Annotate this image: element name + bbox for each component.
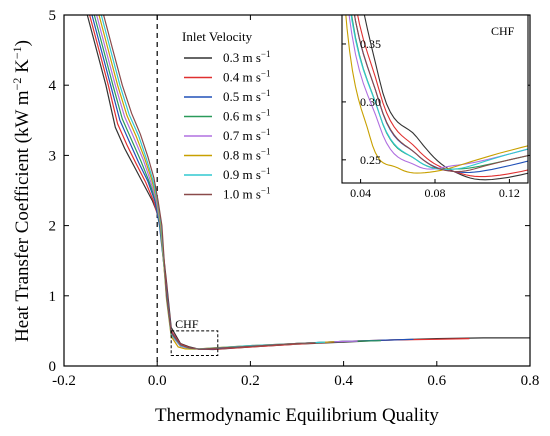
legend-label-sup: −1 <box>261 147 271 157</box>
y-tick-label: 2 <box>49 219 57 235</box>
legend-label-5: 0.7 m s−1 <box>223 127 271 143</box>
legend-label-sup: −1 <box>261 166 271 176</box>
legend-label-7: 0.9 m s−1 <box>223 166 271 182</box>
inset-series-group <box>345 15 528 181</box>
legend-label-sup: −1 <box>261 108 271 118</box>
x-tick-label: 0.0 <box>148 373 167 389</box>
legend-label-sup: −1 <box>261 49 271 59</box>
inset-series-line-6 <box>345 15 528 174</box>
x-tick-label: 0.4 <box>334 373 353 389</box>
x-tick-label: 0.6 <box>427 373 446 389</box>
legend: Inlet Velocity 0.3 m s−1 0.4 m s−1 0.5 m s−… <box>182 29 271 202</box>
series-line-8 <box>103 15 316 350</box>
y-tick-label: 0 <box>49 359 57 375</box>
inset-x-tick-label: 0.12 <box>499 186 520 200</box>
inset-series-line-1 <box>363 15 528 181</box>
y-axis-title-base: Heat Transfer Coefficient (kW m <box>12 90 33 342</box>
y-axis-title-sup1: −2 <box>10 78 24 91</box>
inset-series-line-2 <box>357 15 528 178</box>
legend-label-4: 0.6 m s−1 <box>223 108 271 124</box>
inset-y-tick-label: 0.25 <box>360 153 381 167</box>
legend-title: Inlet Velocity <box>182 29 253 44</box>
legend-label-6: 0.8 m s−1 <box>223 147 271 163</box>
y-axis-title: Heat Transfer Coefficient (kW m−2 K−1) <box>10 40 33 342</box>
y-tick-label: 5 <box>49 8 57 24</box>
inset-plot: CHF 0.04 0.08 0.12 0.25 0.30 0.35 <box>341 14 529 200</box>
y-tick-label: 1 <box>49 289 57 305</box>
y-axis-title-end: ) <box>12 40 33 46</box>
legend-label-3: 0.5 m s−1 <box>223 88 271 104</box>
y-axis-title-mid: K <box>12 59 33 78</box>
inset-x-tick-label: 0.08 <box>425 186 446 200</box>
y-tick-label: 4 <box>49 78 57 94</box>
x-tick-label: 0.2 <box>241 373 260 389</box>
plot-frame <box>63 14 531 367</box>
y-axis-title-sup2: −1 <box>10 46 24 59</box>
legend-label-1: 0.3 m s−1 <box>223 49 271 65</box>
legend-label-sup: −1 <box>261 88 271 98</box>
main-plot: CHF -0.2 0.0 0.2 0.4 0.6 0.8 0 1 2 3 4 5 <box>49 8 540 389</box>
inset-y-tick-label: 0.30 <box>360 95 381 109</box>
inset-y-tick-label: 0.35 <box>360 37 381 51</box>
x-tick-label: -0.2 <box>52 373 76 389</box>
inset-x-tick-label: 0.04 <box>350 186 371 200</box>
inset-background <box>342 15 528 183</box>
legend-label-sup: −1 <box>261 69 271 79</box>
x-tick-label: 0.8 <box>521 373 540 389</box>
legend-label-8: 1.0 m s−1 <box>223 186 271 202</box>
inset-series-line-7 <box>350 15 528 170</box>
x-axis-title: Thermodynamic Equilibrium Quality <box>155 405 439 426</box>
inset-series-line-8 <box>353 15 528 173</box>
inset-chf-annotation: CHF <box>491 24 515 38</box>
legend-label-sup: −1 <box>261 186 271 196</box>
legend-label-2: 0.4 m s−1 <box>223 69 271 85</box>
legend-label-sup: −1 <box>261 127 271 137</box>
y-tick-label: 3 <box>49 148 57 164</box>
chf-annotation: CHF <box>175 317 199 331</box>
zoom-box <box>170 330 219 356</box>
